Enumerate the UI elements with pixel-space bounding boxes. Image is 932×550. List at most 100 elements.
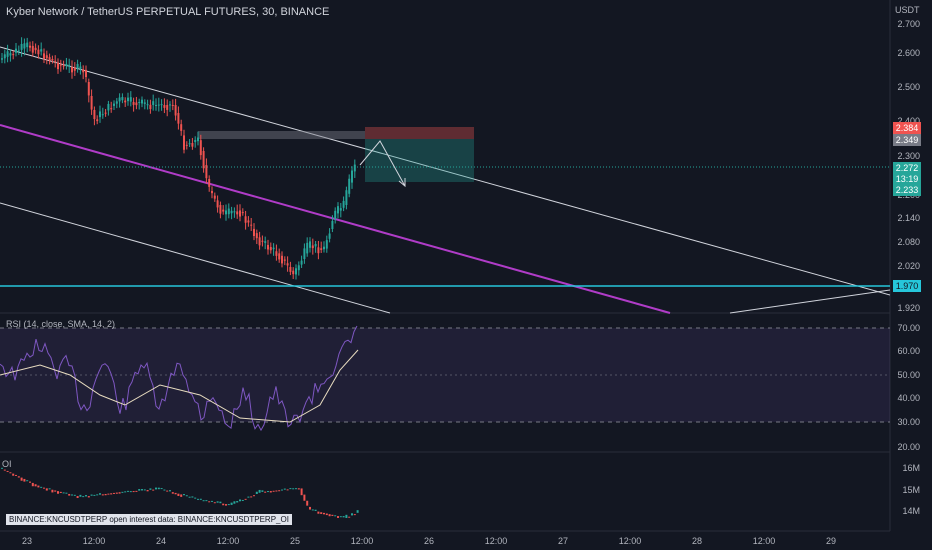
oi-bar — [79, 494, 82, 497]
oi-bar — [12, 473, 15, 476]
time-tick: 12:00 — [484, 536, 508, 546]
candle-body — [68, 64, 71, 67]
rsi-label[interactable]: RSI (14, close, SMA, 14, 2) — [6, 319, 116, 329]
oi-bar — [348, 516, 351, 518]
price-tick: 2.500 — [897, 82, 920, 92]
price-tick: 2.600 — [897, 48, 920, 58]
oi-bar — [303, 494, 306, 501]
candle-body — [311, 245, 314, 249]
rsi-tick: 60.00 — [897, 346, 920, 356]
oi-tick: 15M — [902, 485, 920, 495]
candle-body — [90, 96, 93, 110]
oi-bar — [29, 481, 31, 483]
oi-bar — [135, 490, 138, 492]
candle-body — [241, 212, 244, 214]
candle-body — [48, 57, 51, 61]
candlestick-series — [1, 37, 356, 280]
candle-body — [43, 53, 45, 60]
oi-bar — [250, 496, 253, 498]
candle-body — [264, 241, 267, 243]
oi-bar — [275, 490, 278, 492]
time-tick: 12:00 — [350, 536, 374, 546]
candle-body — [76, 64, 79, 69]
oi-bar — [143, 489, 146, 491]
time-tick: 23 — [21, 536, 33, 546]
candle-body — [23, 43, 26, 49]
candle-body — [101, 114, 104, 116]
candle-body — [188, 143, 191, 145]
candle-body — [205, 165, 208, 179]
oi-bar — [197, 498, 199, 500]
candle-body — [45, 55, 48, 59]
oi-bar — [300, 488, 303, 496]
candle-body — [211, 191, 213, 194]
candle-body — [20, 44, 23, 50]
oi-label[interactable]: OI — [2, 459, 12, 469]
candle-body — [12, 54, 15, 56]
rsi-tick: 50.00 — [897, 370, 920, 380]
candle-body — [174, 105, 177, 116]
projection-path — [359, 140, 406, 187]
candle-body — [199, 140, 202, 156]
candle-body — [337, 206, 339, 214]
oi-bar — [110, 493, 113, 495]
candle-body — [110, 108, 113, 110]
oi-bar — [281, 489, 283, 491]
candle-body — [57, 62, 59, 70]
oi-bar — [26, 480, 29, 482]
oi-bar — [191, 496, 194, 498]
stop-zone — [365, 127, 474, 139]
candle-body — [320, 248, 323, 250]
oi-bar — [101, 494, 104, 496]
oi-bar — [45, 488, 48, 491]
candle-body — [180, 124, 183, 131]
oi-bar — [241, 499, 244, 501]
oi-bar — [85, 495, 87, 497]
candle-body — [96, 119, 99, 122]
candle-body — [202, 151, 205, 169]
candle-body — [331, 221, 334, 229]
candle-body — [283, 259, 286, 261]
oi-bar — [62, 492, 65, 494]
candle-body — [169, 104, 171, 106]
resistance-zone — [198, 131, 365, 139]
oi-bar — [99, 493, 101, 495]
oi-bar — [255, 491, 258, 494]
price-tick: 1.920 — [897, 303, 920, 313]
rsi-tick: 20.00 — [897, 442, 920, 452]
oi-bar — [124, 491, 127, 493]
oi-bar — [141, 489, 143, 491]
time-tick: 12:00 — [618, 536, 642, 546]
candle-body — [73, 67, 76, 71]
candle-body — [306, 242, 309, 254]
rising-trend-line — [729, 289, 891, 314]
rsi-tick: 70.00 — [897, 323, 920, 333]
oi-bar — [54, 490, 57, 492]
candle-body — [239, 210, 241, 217]
candle-body — [258, 237, 261, 246]
oi-bar — [152, 489, 155, 491]
oi-bar — [320, 512, 323, 514]
oi-bar — [339, 516, 342, 518]
candle-body — [275, 251, 278, 256]
oi-bar — [155, 487, 157, 490]
oi-bar — [267, 491, 269, 493]
time-tick: 27 — [557, 536, 569, 546]
oi-bar — [227, 504, 230, 506]
oi-bar — [65, 492, 68, 494]
target-zone — [365, 139, 474, 182]
oi-bar — [43, 487, 45, 489]
oi-bar — [230, 502, 233, 505]
candle-body — [118, 97, 121, 102]
oi-bar — [244, 498, 247, 500]
oi-bar — [194, 497, 197, 499]
candle-body — [267, 244, 269, 250]
candle-body — [6, 51, 9, 57]
oi-bar — [96, 494, 99, 496]
oi-bar — [71, 494, 73, 496]
oi-bar — [138, 489, 141, 491]
candle-body — [132, 102, 135, 105]
oi-bar — [76, 496, 79, 499]
oi-bar — [121, 491, 124, 493]
